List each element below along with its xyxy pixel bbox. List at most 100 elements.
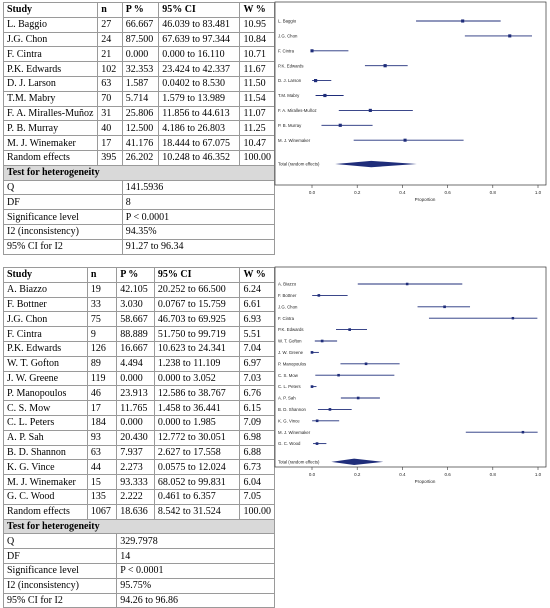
table-cell: 12.586 to 38.767 xyxy=(153,385,241,402)
table-cell: T.M. Mabry xyxy=(2,90,99,107)
forest-plot-2-svg: 0.0 0.2 0.4 0.6 0.8 1.0 Proportion A. Biazzo F. … xyxy=(274,266,547,484)
forest-plot-2: 0.0 0.2 0.4 0.6 0.8 1.0 Proportion A. Biazzo F. … xyxy=(274,266,547,484)
heterogeneity-value: 94.26 to 96.86 xyxy=(116,592,275,608)
table-cell: 7.04 xyxy=(239,340,275,357)
heterogeneity-value: 91.27 to 96.34 xyxy=(121,238,276,255)
column-header: W % xyxy=(239,267,275,283)
point-estimate xyxy=(320,339,324,343)
column-header: n xyxy=(86,267,118,283)
table-cell: 135 xyxy=(86,488,118,505)
heterogeneity-label: 95% CI for I2 xyxy=(2,592,118,608)
table-row: C. S. Mow 17 11.765 1.458 to 36.441 6.15 xyxy=(3,400,275,416)
study-label: T.M. Mabry xyxy=(278,93,300,98)
column-header: P % xyxy=(116,267,155,283)
table-row: Random effects 1067 18.636 8.542 to 31.524 1… xyxy=(3,503,275,520)
point-estimate xyxy=(337,373,340,377)
heterogeneity-label: Significance level xyxy=(2,562,118,579)
pooled-label: Total (random effects) xyxy=(278,459,320,464)
x-tick-label: 0.0 xyxy=(309,190,316,195)
table-cell: 20.430 xyxy=(116,429,155,446)
table-row: W. T. Gofton 89 4.494 1.238 to 11.109 6.97 xyxy=(3,355,275,372)
table-cell: 58.667 xyxy=(116,311,155,328)
table-cell: 6.24 xyxy=(239,281,275,298)
table-row: A. Biazzo 19 42.105 20.252 to 66.500 6.24 xyxy=(3,281,275,298)
study-label: M. J. Winemaker xyxy=(278,430,311,435)
table-cell: F. Bottner xyxy=(3,296,88,313)
study-label: J.G. Chon xyxy=(278,34,298,39)
column-header: 95% CI xyxy=(158,2,241,18)
table-cell: 6.15 xyxy=(239,400,275,416)
point-estimate xyxy=(348,328,351,331)
study-label: M. J. Winemaker xyxy=(278,138,311,143)
table-cell: L. Baggio xyxy=(2,16,99,33)
table-row: P. B. Murray 40 12.500 4.186 to 26.803 11.25 xyxy=(2,120,275,137)
table-cell: M. J. Winemaker xyxy=(3,474,88,490)
table-cell: P. B. Murray xyxy=(2,120,99,137)
column-header: n xyxy=(97,2,123,18)
table-cell: B. D. Shannon xyxy=(3,444,88,461)
point-estimate xyxy=(405,282,409,286)
x-axis-label: Proportion xyxy=(415,479,436,484)
column-header: Study xyxy=(2,2,99,18)
table-cell: 88.889 xyxy=(116,326,155,342)
heterogeneity-label: Significance level xyxy=(3,209,123,225)
table-cell: C. L. Peters xyxy=(3,414,88,431)
heterogeneity-row: Q 329.7978 xyxy=(2,533,275,550)
table-cell: 6.97 xyxy=(239,355,275,372)
table-row: P.K. Edwards 126 16.667 10.623 to 24.341 7.0… xyxy=(3,340,275,357)
heterogeneity-value: P < 0.0001 xyxy=(121,209,276,225)
x-tick-label: 0.2 xyxy=(354,472,361,477)
table-row: D. J. Larson 63 1.587 0.0402 to 8.530 11.50 xyxy=(2,75,275,92)
table-row: F. Cintra 21 0.000 0.000 to 16.110 10.71 xyxy=(2,46,275,63)
heterogeneity-title: Test for heterogeneity xyxy=(3,518,275,535)
table-cell: P.K. Edwards xyxy=(2,61,99,77)
table-cell: 8.542 to 31.524 xyxy=(153,503,241,520)
table-cell: 0.000 to 16.110 xyxy=(158,46,241,63)
table-cell: 1.458 to 36.441 xyxy=(153,400,241,416)
table-cell: 68.052 to 99.831 xyxy=(153,474,241,490)
heterogeneity-value: P < 0.0001 xyxy=(116,562,275,579)
table-cell: 395 xyxy=(97,149,123,166)
table-cell: J.G. Chon xyxy=(3,311,88,328)
table-cell: 2.627 to 17.558 xyxy=(153,444,241,461)
heterogeneity-value: 141.5936 xyxy=(121,179,276,196)
point-estimate xyxy=(310,385,314,388)
study-label: P. Manopoulos xyxy=(278,361,306,366)
table-cell: 23.424 to 42.337 xyxy=(158,61,241,77)
column-header: 95% CI xyxy=(153,267,241,283)
heterogeneity-row: 95% CI for I2 91.27 to 96.34 xyxy=(3,238,276,255)
point-estimate xyxy=(313,79,318,83)
study-label: F. Cintra xyxy=(278,316,295,321)
table-cell: F. Cintra xyxy=(2,46,99,63)
table-cell: 40 xyxy=(97,120,123,137)
results-table-1: Study n P % 95% CI W % L. Baggio 27 66.667 46.03… xyxy=(2,2,276,255)
table-cell: 6.93 xyxy=(239,311,275,328)
table-cell: 11.54 xyxy=(239,90,275,107)
table-row: M. J. Winemaker 15 93.333 68.052 to 99.831 6… xyxy=(3,474,275,490)
table-cell: 75 xyxy=(86,311,118,328)
table-cell: F. Cintra xyxy=(3,326,88,342)
table-cell: 15 xyxy=(86,474,118,490)
point-estimate xyxy=(338,123,342,127)
x-tick-label: 0.8 xyxy=(490,190,497,195)
table-row: T.M. Mabry 70 5.714 1.579 to 13.989 11.54 xyxy=(2,90,275,107)
x-tick-label: 1.0 xyxy=(535,190,542,195)
heterogeneity-row: 95% CI for I2 94.26 to 96.86 xyxy=(2,592,275,608)
table-row: J. W. Greene 119 0.000 0.000 to 3.052 7.03 xyxy=(3,370,275,387)
table-cell: 10.71 xyxy=(239,46,275,63)
point-estimate xyxy=(364,362,368,366)
table-cell: 18.444 to 67.075 xyxy=(158,135,241,151)
table-cell: 12.500 xyxy=(121,120,160,137)
table-cell: 17 xyxy=(97,135,123,151)
table-cell: J.G. Chon xyxy=(2,31,99,48)
column-header: W % xyxy=(239,2,275,18)
pooled-diamond xyxy=(335,160,417,168)
heterogeneity-value: 95.75% xyxy=(116,577,275,594)
table-cell: 4.494 xyxy=(116,355,155,372)
study-label: P.K. Edwards xyxy=(278,327,303,332)
study-label: F. A. Miralles-Muñoz xyxy=(278,108,317,113)
table-cell: 19 xyxy=(86,281,118,298)
table-cell: 0.0402 to 8.530 xyxy=(158,75,241,92)
table-cell: 26.202 xyxy=(121,149,160,166)
table-cell: 12.772 to 30.051 xyxy=(153,429,241,446)
